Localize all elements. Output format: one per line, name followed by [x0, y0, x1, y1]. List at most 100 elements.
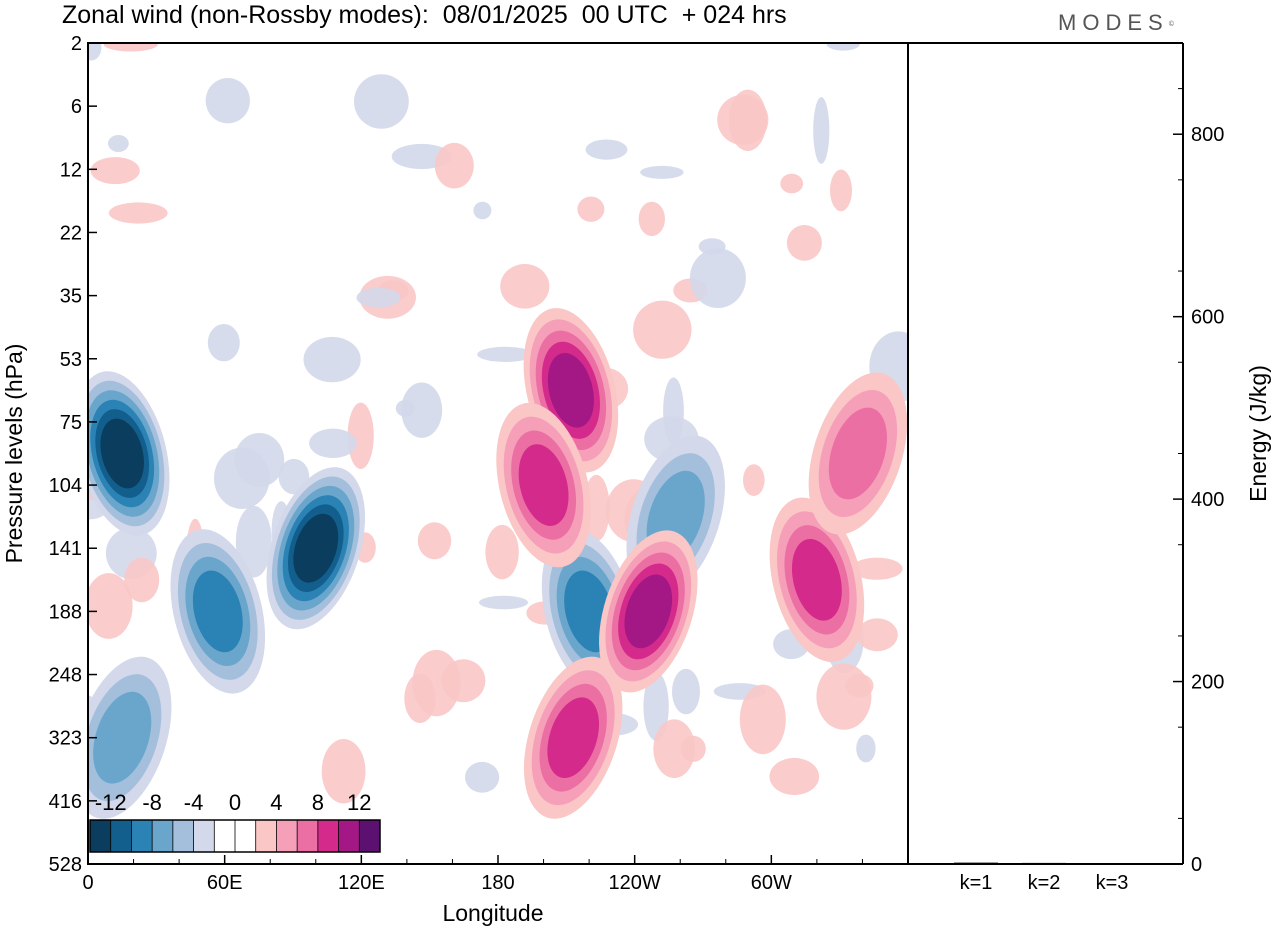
- contour-band: [192, 570, 243, 653]
- contour-band: [293, 513, 339, 583]
- weak-anomaly: [401, 382, 443, 438]
- contour-band: [547, 697, 599, 779]
- x-axis-title: Longitude: [442, 900, 543, 926]
- energy-axes: 0 200 400 600 800 k=1 k=2 k=3 Energy (J/kg): [908, 42, 1271, 894]
- weak-anomaly: [851, 557, 903, 580]
- colorbar-swatch: [131, 820, 153, 852]
- weak-anomaly: [103, 43, 158, 52]
- colorbar-label: 8: [312, 790, 324, 815]
- colorbar-label: 0: [229, 790, 241, 815]
- weak-anomaly: [417, 522, 452, 560]
- weak-anomaly: [845, 673, 874, 698]
- y-tick-label: 35: [60, 286, 82, 308]
- x-tick-label: 0: [82, 872, 93, 894]
- energy-axis-title: Energy (J/kg): [1245, 365, 1271, 502]
- weak-anomaly: [465, 761, 500, 793]
- contour-band: [828, 407, 887, 500]
- colorbar-swatch: [235, 820, 256, 852]
- y-tick-label: 416: [49, 791, 82, 813]
- colorbar-label: -12: [95, 790, 127, 815]
- weak-anomaly: [577, 196, 605, 222]
- y-tick-label: 12: [60, 159, 82, 181]
- weak-anomaly: [585, 139, 628, 160]
- colorbar: -12 -8 -4 0 4 8 12: [89, 790, 381, 853]
- energy-y-tick-label: 400: [1191, 489, 1224, 511]
- energy-bar: [954, 862, 998, 865]
- y-tick-label: 6: [71, 96, 82, 118]
- weak-anomaly: [643, 672, 669, 741]
- weak-anomaly: [214, 447, 270, 509]
- weak-anomaly: [354, 74, 409, 129]
- brand-text: MODES: [1058, 10, 1169, 35]
- weak-anomaly: [638, 201, 665, 237]
- weak-anomaly: [856, 734, 876, 763]
- y-tick-label: 141: [49, 538, 82, 560]
- weak-anomaly: [473, 201, 492, 220]
- x-tick-label: 60W: [751, 872, 792, 894]
- colorbar-label: 12: [347, 790, 371, 815]
- energy-y-tick-label: 0: [1191, 854, 1202, 876]
- weak-anomaly: [88, 573, 133, 639]
- colorbar-label: -8: [142, 790, 162, 815]
- weak-anomaly: [108, 202, 168, 224]
- weak-anomaly: [90, 157, 140, 185]
- colorbar-swatch: [276, 820, 298, 852]
- brand-mark: ©: [1168, 21, 1174, 28]
- weak-anomaly: [485, 524, 519, 580]
- colorbar-swatch: [359, 820, 380, 852]
- weak-anomaly: [108, 135, 129, 152]
- colorbar-swatch: [90, 820, 111, 852]
- energy-category-label: k=1: [960, 872, 993, 894]
- weak-anomaly: [303, 336, 361, 383]
- colorbar-swatch: [110, 820, 132, 852]
- colorbar-label: 4: [270, 790, 282, 815]
- energy-y-tick-label: 800: [1191, 124, 1224, 146]
- weak-anomaly: [780, 173, 804, 194]
- weak-anomaly: [769, 757, 820, 796]
- weak-anomaly: [395, 399, 415, 417]
- weak-anomaly: [830, 169, 852, 212]
- contour-feature: [599, 530, 698, 693]
- weak-anomaly: [434, 142, 474, 189]
- weak-anomaly-layer: [88, 43, 908, 804]
- contour-feature: [523, 656, 623, 819]
- colorbar-swatch: [338, 820, 360, 852]
- energy-bar: [1090, 863, 1134, 865]
- y-tick-label: 188: [49, 601, 82, 623]
- x-tick-label: 180: [481, 872, 514, 894]
- weak-anomaly: [356, 287, 401, 308]
- weak-anomaly: [205, 78, 250, 124]
- contour-feature: [88, 371, 170, 536]
- chart-title: Zonal wind (non-Rossby modes): 08/01/202…: [62, 1, 787, 29]
- weak-anomaly: [207, 324, 240, 362]
- energy-bar: [1022, 862, 1066, 865]
- contour-band: [547, 352, 594, 428]
- colorbar-swatch: [214, 820, 235, 852]
- weak-anomaly: [743, 464, 765, 496]
- energy-category-label: k=3: [1096, 872, 1129, 894]
- weak-anomaly: [739, 684, 786, 755]
- energy-category-label: k=2: [1028, 872, 1061, 894]
- weak-anomaly: [309, 428, 357, 458]
- y-tick-label: 104: [49, 475, 82, 497]
- y-tick-label: 22: [60, 222, 82, 244]
- contour-feature: [88, 656, 172, 819]
- y-tick-label: 2: [71, 33, 82, 55]
- weak-anomaly: [826, 43, 860, 51]
- colorbar-swatch: [317, 820, 339, 852]
- x-tick-label: 120W: [609, 872, 661, 894]
- contour-band: [100, 418, 144, 489]
- weak-anomaly: [856, 618, 898, 652]
- weak-anomaly: [88, 43, 102, 61]
- weak-anomaly: [653, 719, 696, 778]
- weak-anomaly: [235, 505, 272, 578]
- y-tick-label: 75: [60, 412, 82, 434]
- y-axis-title: Pressure levels (hPa): [1, 344, 27, 564]
- colorbar-swatch: [255, 820, 277, 852]
- x-tick-label: 60E: [207, 872, 243, 894]
- weak-anomaly: [412, 649, 461, 717]
- energy-y-tick-label: 200: [1191, 672, 1224, 694]
- colorbar-label: -4: [184, 790, 204, 815]
- x-tick-label: 120E: [338, 872, 385, 894]
